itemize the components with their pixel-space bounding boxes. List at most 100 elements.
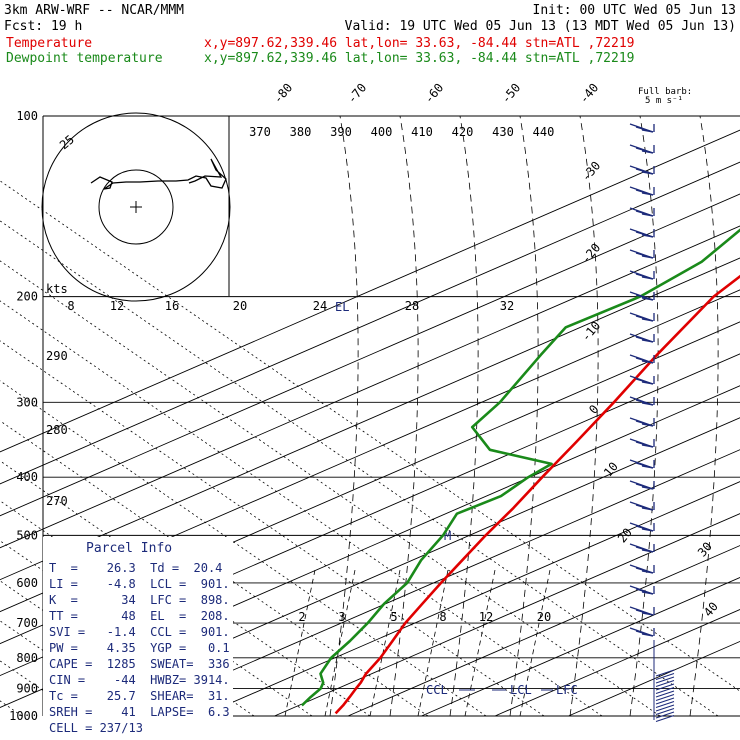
wind-barb-flag	[641, 528, 654, 532]
lcl-marker: LCL	[510, 683, 532, 697]
dry-adiabat-line	[0, 300, 603, 717]
pressure-label: 100	[16, 109, 38, 123]
parcel-info-panel: Parcel Info T = 26.3 Td = 20.4 LI = -4.8 …	[43, 537, 233, 735]
isotherm-line	[0, 257, 740, 581]
mixing-ratio-labels: 2 3 5 8 12 20	[298, 610, 551, 624]
parcel-info-row: T = 26.3 Td = 20.4	[49, 561, 222, 575]
hodograph-ring-label: 25	[57, 132, 77, 152]
wind-barb-low	[655, 701, 675, 708]
wind-barb-low	[655, 708, 675, 715]
wind-barbs	[629, 123, 675, 722]
dewpoint-legend-label: Dewpoint temperature	[6, 51, 163, 66]
theta-label: 420	[452, 125, 474, 139]
barb-legend-title: Full barb:	[638, 87, 692, 97]
el-marker: EL	[335, 300, 349, 314]
pressure-label: 1000	[9, 709, 38, 723]
dry-adiabat-line	[0, 180, 740, 692]
ccl-marker: CCL	[426, 683, 448, 697]
init-time: Init: 00 UTC Wed 05 Jun 13	[533, 3, 737, 18]
moist-adiabat-line	[689, 115, 719, 717]
mixing-ratio-line	[324, 569, 356, 717]
valid-time: Valid: 19 UTC Wed 05 Jun 13 (13 MDT Wed …	[345, 19, 736, 34]
dry-adiabat-labels: 290 280 270	[46, 349, 68, 508]
mixing-ratio-line	[284, 569, 316, 717]
moist-adiabat-line	[569, 115, 599, 717]
hodograph-inner-ring	[98, 169, 174, 245]
wind-barb-flag	[641, 423, 654, 427]
isotherm-line	[127, 449, 740, 717]
dry-adiabat-label: 290	[46, 349, 68, 363]
parcel-info-row: TT = 48 EL = 208.	[49, 609, 230, 623]
hodograph-kts-label: kts	[46, 282, 68, 296]
hodograph-outer-ring	[41, 112, 231, 302]
wind-barb-low	[655, 669, 675, 677]
wind-barb-flag	[641, 129, 654, 133]
wind-barb-low	[655, 687, 675, 694]
wind-barb-flag	[641, 171, 654, 175]
wind-barb-low	[655, 694, 675, 701]
dry-adiabat-label: 270	[46, 494, 68, 508]
lfc-marker: LFC	[556, 683, 578, 697]
mixing-ratio-line	[519, 569, 551, 717]
isotherm-line	[0, 289, 740, 613]
isotherm-label: -40	[577, 81, 602, 107]
isotherm-label: -60	[422, 81, 447, 107]
wind-barb-flag	[641, 549, 654, 553]
hodograph-speed-label: 16	[165, 299, 179, 313]
pressure-label: 700	[16, 616, 38, 630]
moist-adiabat-line	[509, 115, 539, 717]
mixing-ratio-label: 8	[439, 610, 446, 624]
wind-barb-low	[655, 683, 675, 691]
wind-barb-flag	[641, 612, 654, 616]
mixing-ratio-label: 5	[390, 610, 397, 624]
moist-adiabat-line	[389, 115, 419, 717]
hodograph-speed-label: 32	[500, 299, 514, 313]
parcel-info-row: LI = -4.8 LCL = 901.	[49, 577, 230, 591]
temperature-legend-info: x,y=897.62,339.46 lat,lon= 33.63, -84.44…	[204, 36, 634, 51]
wind-barb-low	[655, 704, 675, 712]
wind-barb-low	[655, 690, 675, 698]
dry-adiabat-line	[0, 380, 487, 717]
wind-barb-flag	[641, 486, 654, 490]
wind-barb-flag	[641, 444, 654, 448]
moist-adiabat-line	[329, 115, 359, 717]
wind-barb-flag	[641, 276, 654, 280]
theta-label: 400	[371, 125, 393, 139]
moist-adiabat-line	[629, 115, 659, 717]
wind-barb-flag	[641, 507, 654, 511]
wind-barb-flag	[641, 234, 654, 238]
pressure-labels: 100 200 300 400 500 600 700 800 900 1000	[9, 109, 38, 723]
parcel-info-row: Tc = 25.7 SHEAR= 31.	[49, 689, 230, 703]
wind-barb-flag	[641, 318, 654, 322]
isotherm-line	[347, 545, 740, 717]
mixing-ratio-line	[464, 569, 496, 717]
temperature-profile	[334, 274, 740, 715]
parcel-info-row: SVI = -1.4 CCL = 901.	[49, 625, 230, 639]
dewpoint-profile	[301, 228, 740, 707]
dry-adiabat-line	[0, 260, 661, 717]
pressure-label: 900	[16, 682, 38, 696]
parcel-info-row: CELL = 237/13	[49, 721, 143, 735]
wind-barb-low	[655, 697, 675, 705]
theta-labels: 370 380 390 400 410 420 430 440	[249, 125, 554, 139]
m-marker: M	[444, 529, 451, 543]
moist-adiabat-line	[449, 115, 479, 717]
mixing-ratio-label: 12	[479, 610, 493, 624]
dry-adiabat-label: 280	[46, 423, 68, 437]
isotherm-line	[494, 608, 740, 717]
isotherm-line	[53, 417, 740, 717]
dewpoint-legend-info: x,y=897.62,339.46 lat,lon= 33.63, -84.44…	[204, 51, 634, 66]
isotherm-line	[0, 193, 740, 517]
theta-label: 440	[533, 125, 555, 139]
dry-adiabat-line	[0, 220, 719, 717]
parcel-info-row: PW = 4.35 YGP = 0.1	[49, 641, 230, 655]
parcel-info-row: CAPE = 1285 SWEAT= 336	[49, 657, 230, 671]
parcel-info-row: SREH = 41 LAPSE= 6.3	[49, 705, 230, 719]
isotherm-label: -80	[271, 81, 296, 107]
forecast-hour: Fcst: 19 h	[4, 19, 82, 34]
parcel-info-background	[43, 537, 233, 730]
wind-barb-flag	[641, 339, 654, 343]
wind-barb-flag	[641, 633, 654, 637]
